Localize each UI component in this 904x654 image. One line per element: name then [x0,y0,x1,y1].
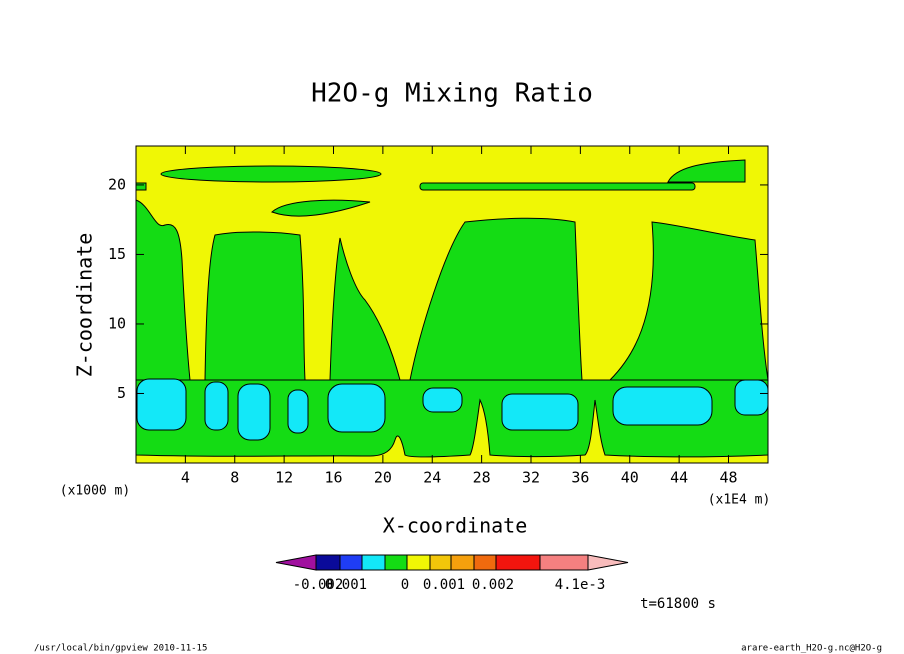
colorbar-swatch [539,554,589,571]
y-tick-label: 15 [108,245,126,263]
annotation: t=61800 s [640,596,716,612]
x-tick-label: 32 [522,469,540,487]
x-tick-label: 20 [374,469,392,487]
colorbar-label: -0.002 [293,577,344,593]
x-tick-label: 16 [324,469,342,487]
colorbar-label: 4.1e-3 [555,577,606,593]
x-unit: (x1E4 m) [708,493,771,508]
x-tick-label: 48 [719,469,737,487]
y-tick-label: 10 [108,314,126,332]
footer: /usr/local/bin/gpview 2010-11-15 [34,644,207,654]
colorbar-label: 0.001 [325,577,367,593]
contour-field [135,146,769,463]
colorbar-swatch [406,554,431,571]
colorbar-swatch [450,554,475,571]
y-axis-label: Z-coordinate [73,233,97,378]
x-tick-label: 44 [670,469,688,487]
colorbar-swatch [361,554,386,571]
x-axis-label: X-coordinate [383,514,528,538]
y-tick-label: 20 [108,175,126,193]
x-tick-label: 28 [473,469,491,487]
colorbar-swatch [473,554,497,571]
y-tick-label: 5 [117,384,126,402]
colorbar-label: 0.002 [472,577,514,593]
x-unit: (x1000 m) [60,484,130,499]
colorbar-swatch [384,554,408,571]
colorbar-extend [275,554,317,571]
x-tick-label: 4 [181,469,190,487]
x-tick-label: 12 [275,469,293,487]
x-tick-label: 40 [621,469,639,487]
colorbar-label: 0 [401,577,409,593]
colorbar-swatch [495,554,541,571]
colorbar-extend [587,554,629,571]
x-tick-label: 8 [230,469,239,487]
x-tick-label: 24 [423,469,441,487]
x-tick-label: 36 [571,469,589,487]
colorbar-swatch [339,554,363,571]
chart-title: H2O-g Mixing Ratio [311,79,593,109]
colorbar-swatch [315,554,341,571]
plot-frame [135,145,769,464]
footer: arare-earth_H2O-g.nc@H2O-g [741,644,882,654]
colorbar-label: 0.001 [423,577,465,593]
colorbar-swatch [429,554,452,571]
